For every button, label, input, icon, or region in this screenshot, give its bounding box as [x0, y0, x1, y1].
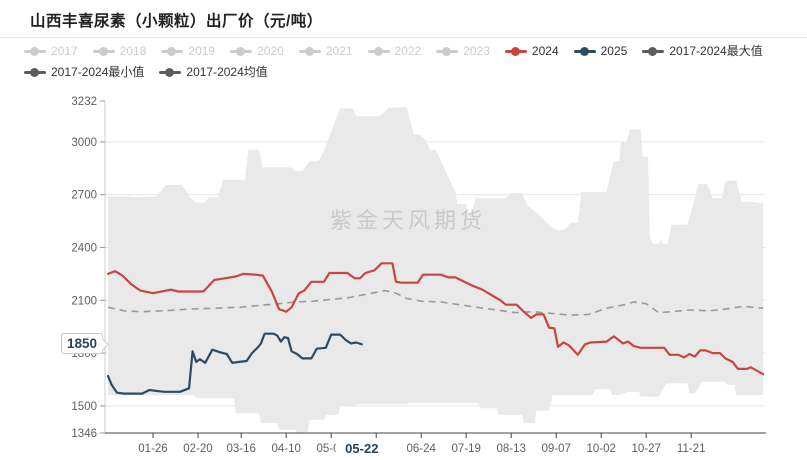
svg-text:04-10: 04-10: [271, 443, 300, 455]
legend-item-label: 2017-2024最大值: [669, 44, 763, 58]
legend-item-2024[interactable]: 2024: [504, 44, 559, 58]
legend-item-label: 2021: [325, 44, 353, 58]
legend-item-2023[interactable]: 2023: [436, 44, 490, 58]
legend-line-marker-icon: [573, 46, 596, 56]
svg-text:03-16: 03-16: [226, 443, 255, 455]
svg-text:11-21: 11-21: [677, 443, 706, 455]
svg-text:2400: 2400: [71, 242, 97, 254]
svg-text:06-24: 06-24: [406, 443, 436, 455]
legend-item-2018[interactable]: 2018: [92, 44, 147, 58]
svg-text:05-22: 05-22: [345, 441, 378, 456]
svg-text:2700: 2700: [71, 190, 97, 202]
legend-line-marker-icon: [159, 67, 182, 77]
band-minmax-area: [108, 107, 764, 433]
legend-item-label: 2025: [600, 44, 628, 58]
axis-pointer-value-label: 1850: [61, 333, 109, 354]
legend-item-2017-2024最大值[interactable]: 2017-2024最大值: [642, 44, 763, 58]
legend-line-marker-icon: [504, 46, 527, 56]
legend-line-marker-icon: [230, 46, 253, 56]
legend-item-2017[interactable]: 2017: [24, 44, 78, 58]
header-separator: [0, 37, 807, 38]
svg-text:10-27: 10-27: [631, 443, 660, 455]
svg-text:1346: 1346: [71, 428, 97, 440]
svg-text:10-02: 10-02: [586, 443, 615, 455]
x-axis-labels: 01-26 02-20 03-16 04-10 05-05 06-24 07-19 08-13…: [138, 433, 705, 455]
legend-item-2019[interactable]: 2019: [161, 44, 215, 58]
legend: 2017 2018 2019 2020 2021 2022 2023 2024 2025 2017…: [24, 44, 796, 79]
series-2024-line: [106, 262, 765, 376]
legend-line-marker-icon: [161, 46, 184, 56]
axis-pointer-value: 1850: [66, 336, 98, 351]
svg-text:09-07: 09-07: [541, 443, 570, 455]
watermark: 紫金天风期货: [330, 208, 486, 233]
legend-line-marker-icon: [24, 67, 46, 77]
legend-item-2021[interactable]: 2021: [298, 44, 353, 58]
chart-title: 山西丰喜尿素（小颗粒）出厂价（元/吨）: [30, 13, 323, 30]
svg-text:07-19: 07-19: [451, 443, 480, 455]
svg-text:01-26: 01-26: [138, 443, 167, 455]
legend-item-label: 2024: [531, 44, 559, 58]
legend-item-label: 2022: [394, 44, 422, 58]
svg-text:1500: 1500: [71, 401, 97, 413]
legend-item-label: 2020: [257, 44, 284, 58]
legend-item-label: 2023: [463, 44, 490, 58]
svg-text:3000: 3000: [71, 137, 97, 149]
legend-item-label: 2017-2024最小值: [51, 65, 145, 79]
legend-line-marker-icon: [92, 46, 115, 56]
legend-line-marker-icon: [298, 46, 321, 56]
series-2025-line: [106, 332, 363, 395]
svg-text:08-13: 08-13: [496, 443, 525, 455]
svg-text:3232: 3232: [71, 96, 97, 108]
legend-line-marker-icon: [436, 46, 459, 56]
legend-line-marker-icon: [367, 46, 390, 56]
legend-line-marker-icon: [642, 46, 665, 56]
series-mean-line: [107, 289, 764, 317]
svg-text:02-20: 02-20: [183, 443, 212, 455]
legend-item-2025[interactable]: 2025: [573, 44, 628, 58]
svg-text:2100: 2100: [71, 295, 97, 307]
legend-item-2020[interactable]: 2020: [230, 44, 284, 58]
legend-item-2017-2024最小值[interactable]: 2017-2024最小值: [24, 65, 144, 79]
legend-item-label: 2019: [188, 44, 216, 58]
legend-item-label: 2017-2024均值: [186, 65, 268, 79]
x-axis-highlight-label: 05-22: [335, 440, 388, 456]
legend-item-label: 2018: [119, 44, 147, 58]
legend-line-marker-icon: [24, 46, 46, 56]
legend-item-label: 2017: [51, 44, 78, 58]
legend-item-2017-2024均值[interactable]: 2017-2024均值: [159, 65, 268, 79]
legend-item-2022[interactable]: 2022: [367, 44, 422, 58]
